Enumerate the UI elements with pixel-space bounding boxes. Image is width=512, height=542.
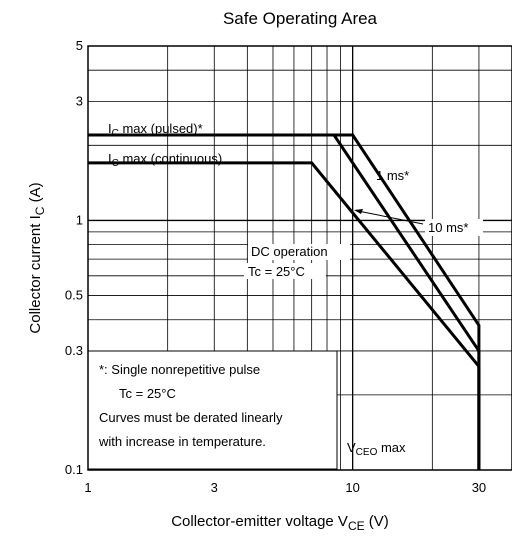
plot-frame	[87, 45, 512, 471]
series-line-3	[88, 161, 481, 470]
note-line-3: Curves must be derated linearly	[99, 410, 283, 425]
vceo-max-label: VCEO max	[347, 440, 406, 458]
y-axis-label: Collector current IC (A)	[27, 182, 47, 333]
y-tick-label: 0.1	[65, 462, 83, 477]
x-tick-label: 1	[84, 480, 91, 495]
note-line-4: with increase in temperature.	[98, 434, 266, 449]
tc-curve-label-bg	[244, 263, 326, 279]
dc-operation-label-bg	[248, 244, 350, 260]
tick-labels: 1 3 10 30 0.1 0.3 0.5 1 3 5	[65, 38, 486, 495]
x-tick-label: 10	[345, 480, 359, 495]
chart-title: Safe Operating Area	[223, 9, 378, 28]
series-layer	[88, 133, 481, 470]
ic-max-continuous-label: IC max (continuous)	[108, 151, 222, 169]
x-tick-label: 30	[472, 480, 486, 495]
note-line-1: *: Single nonrepetitive pulse	[99, 362, 260, 377]
ten-ms-label: 10 ms*	[428, 220, 468, 235]
one-ms-label: 1 ms*	[376, 168, 409, 183]
y-tick-label: 0.3	[65, 343, 83, 358]
y-tick-label: 3	[76, 93, 83, 108]
ten-ms-label-bg	[425, 219, 483, 236]
x-tick-label: 3	[211, 480, 218, 495]
note-line-2: Tc = 25°C	[119, 386, 176, 401]
x-axis-label: Collector-emitter voltage VCE (V)	[171, 513, 389, 533]
dc-operation-label: DC operation	[251, 244, 328, 259]
tc-curve-label: Tc = 25°C	[248, 264, 305, 279]
y-tick-label: 1	[76, 212, 83, 227]
y-tick-label: 5	[76, 38, 83, 53]
ten-ms-arrowhead	[354, 209, 363, 214]
y-tick-label: 0.5	[65, 288, 83, 303]
